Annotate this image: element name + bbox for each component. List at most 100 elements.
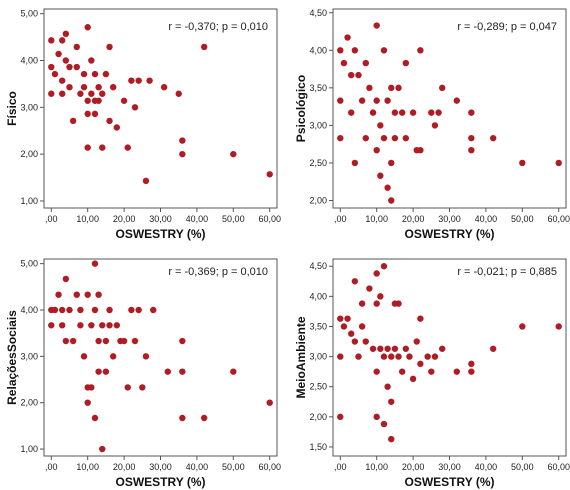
y-tick-label: 3,50 <box>309 83 327 93</box>
data-point <box>377 122 384 129</box>
x-axis-label: OSWESTRY (%) <box>115 227 205 241</box>
data-point <box>124 144 131 151</box>
x-tick-label: 20,00 <box>402 462 425 472</box>
data-point <box>62 337 70 345</box>
x-tick-label: 20,00 <box>113 214 136 224</box>
data-point <box>106 322 113 329</box>
data-point <box>417 146 424 154</box>
data-point <box>384 383 391 390</box>
data-point <box>380 353 388 360</box>
x-axis-label: OSWESTRY (%) <box>404 475 494 489</box>
plot-frame <box>332 8 567 209</box>
data-point <box>406 353 413 360</box>
data-point <box>337 47 344 54</box>
data-point <box>59 37 66 44</box>
data-point <box>555 323 562 330</box>
data-point <box>428 368 435 375</box>
x-tick-label: 20,00 <box>113 462 136 472</box>
data-point <box>395 353 402 360</box>
data-point <box>73 63 80 71</box>
scatter-panel-2: ,00 10,00 20,00 30,00 40,00 50,00 60,00 2,00 2,5… <box>294 8 570 241</box>
x-tick-label: 10,00 <box>365 214 388 224</box>
data-point <box>179 150 186 158</box>
y-tick-label: 5,00 <box>20 259 38 269</box>
data-point <box>391 345 399 352</box>
data-point <box>351 278 359 285</box>
data-point <box>468 134 475 142</box>
data-point <box>142 177 150 185</box>
y-tick-label: 3,00 <box>20 102 38 112</box>
data-point <box>99 322 106 329</box>
data-point <box>91 306 99 314</box>
data-point <box>468 368 475 375</box>
data-point <box>80 353 88 360</box>
data-point <box>366 84 373 92</box>
data-point <box>95 291 102 298</box>
y-tick-label: 2,00 <box>20 149 38 159</box>
data-point <box>417 47 424 54</box>
data-point <box>373 413 380 421</box>
data-point <box>95 337 102 345</box>
data-point <box>344 34 351 41</box>
data-point <box>373 22 380 29</box>
plot-frame <box>332 258 567 457</box>
x-tick-label: 30,00 <box>438 462 461 472</box>
data-point <box>369 109 377 116</box>
data-point <box>362 59 369 67</box>
data-point <box>73 43 80 51</box>
data-point <box>62 30 70 38</box>
y-tick-label: 2,00 <box>20 398 38 408</box>
data-point <box>51 306 59 314</box>
data-point <box>62 57 70 64</box>
y-tick-label: 4,00 <box>20 56 38 66</box>
y-tick-label: 1,00 <box>20 196 38 206</box>
x-tick-label: 40,00 <box>475 214 498 224</box>
data-point <box>373 97 380 104</box>
data-point <box>120 337 128 345</box>
data-point <box>77 90 84 97</box>
x-tick-label: 60,00 <box>547 214 570 224</box>
data-point <box>340 323 348 330</box>
x-tick-label: 10,00 <box>76 214 99 224</box>
data-point <box>102 368 110 375</box>
data-point <box>424 353 431 360</box>
data-point <box>84 144 91 151</box>
data-point <box>348 330 355 337</box>
data-point <box>435 109 442 116</box>
plot-frame <box>43 258 278 457</box>
data-point <box>431 122 439 129</box>
data-point <box>102 337 110 345</box>
data-point <box>55 50 62 58</box>
data-point <box>131 337 139 345</box>
data-point <box>391 109 399 116</box>
data-point <box>348 71 355 79</box>
data-point <box>417 315 424 322</box>
data-point <box>80 70 88 78</box>
data-point <box>468 146 475 154</box>
data-point <box>377 172 384 179</box>
data-point <box>398 368 406 375</box>
data-point <box>66 63 73 71</box>
data-point <box>391 134 399 142</box>
data-point <box>135 77 142 84</box>
data-point <box>55 291 62 298</box>
y-tick-label: 1,00 <box>20 444 38 454</box>
data-point <box>106 43 113 51</box>
x-tick-label: 40,00 <box>475 462 498 472</box>
data-point <box>519 159 526 167</box>
y-tick-label: 4,00 <box>309 291 327 301</box>
data-point <box>380 263 388 270</box>
data-point <box>99 144 106 151</box>
data-point <box>384 97 391 104</box>
data-point <box>146 77 153 84</box>
data-point <box>59 306 66 314</box>
x-tick-label: 40,00 <box>186 214 209 224</box>
y-axis-label: MeioAmbiente <box>294 316 308 398</box>
data-point <box>109 353 117 360</box>
data-point <box>88 57 95 64</box>
data-point <box>66 306 73 314</box>
x-tick-label: 30,00 <box>149 214 172 224</box>
data-point <box>51 70 59 78</box>
data-point <box>106 117 113 125</box>
y-tick-label: 2,50 <box>309 382 327 392</box>
